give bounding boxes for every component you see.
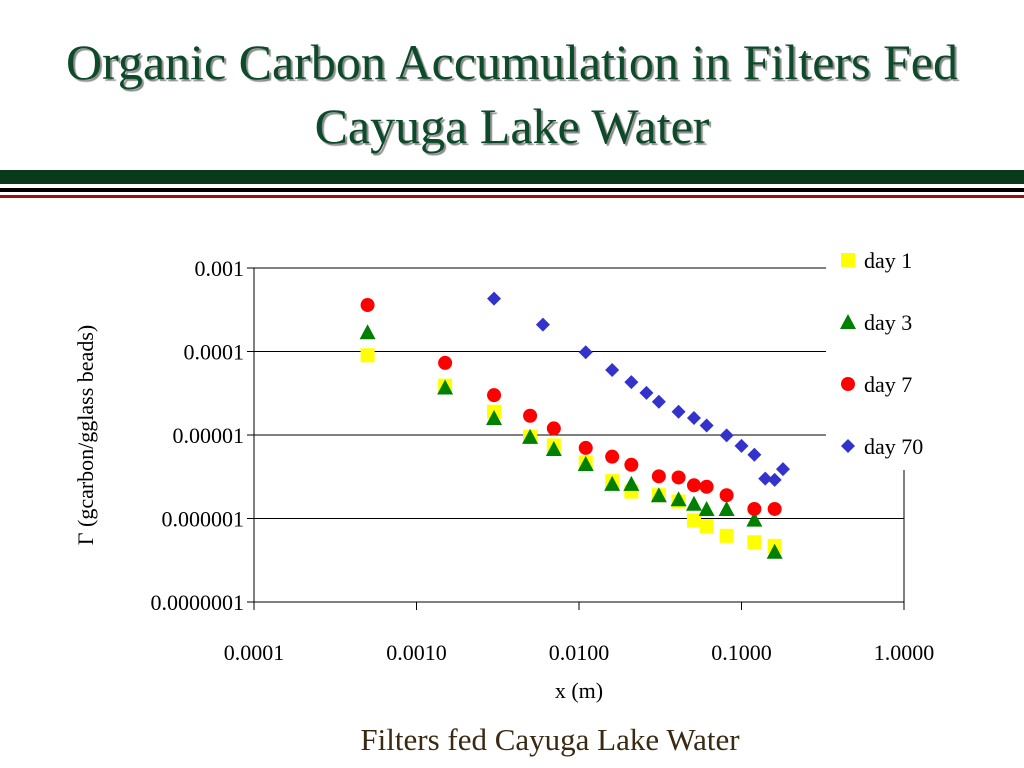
- data-point: [699, 418, 714, 433]
- data-point: [747, 535, 762, 550]
- data-point: [699, 479, 714, 494]
- y-tick-label: 0.001: [195, 256, 245, 281]
- y-tick-labels: 0.001 0.0001 0.00001 0.000001 0.0000001: [151, 256, 254, 615]
- data-point: [522, 428, 539, 444]
- data-points: [359, 291, 790, 559]
- x-tick-label: 1.0000: [874, 640, 935, 665]
- data-point: [746, 511, 763, 527]
- data-point: [651, 394, 666, 409]
- series-day-3: [359, 324, 783, 559]
- data-point: [486, 409, 503, 425]
- data-point: [650, 487, 667, 503]
- data-point: [545, 440, 562, 456]
- data-point: [651, 469, 666, 484]
- legend-item: day 3: [840, 310, 912, 335]
- data-point: [747, 501, 762, 516]
- data-point: [578, 440, 593, 455]
- gridlines: [254, 267, 904, 603]
- title-rule-green: [0, 170, 1024, 184]
- legend-label: day 3: [864, 310, 912, 335]
- y-axis-title: Γ (gcarbon/gglass beads): [73, 325, 98, 545]
- y-tick-label: 0.00001: [173, 423, 245, 448]
- data-point: [360, 348, 375, 363]
- x-tick-labels: 0.0001 0.0010 0.0100 0.1000 1.0000: [224, 602, 935, 665]
- title-rule-black: [0, 188, 1024, 192]
- legend-marker: [841, 377, 855, 391]
- legend-label: day 1: [864, 248, 912, 273]
- data-point: [719, 528, 734, 543]
- x-tick-label: 0.0010: [386, 640, 447, 665]
- data-point: [624, 375, 639, 390]
- data-point: [359, 324, 376, 340]
- y-tick-label: 0.000001: [162, 507, 245, 532]
- data-point: [624, 457, 639, 472]
- data-point: [360, 298, 375, 313]
- data-point: [718, 500, 735, 516]
- legend-item: day 7: [841, 372, 912, 397]
- legend-background: [826, 238, 966, 470]
- data-point: [670, 491, 687, 507]
- data-point: [747, 447, 762, 462]
- legend-label: day 7: [864, 372, 912, 397]
- data-point: [767, 472, 782, 487]
- data-point: [438, 355, 453, 370]
- series-day-7: [360, 298, 782, 516]
- data-point: [546, 421, 561, 436]
- y-tick-label: 0.0001: [184, 340, 245, 365]
- data-point: [671, 404, 686, 419]
- legend-item: day 1: [841, 248, 912, 273]
- data-point: [639, 385, 654, 400]
- data-point: [734, 438, 749, 453]
- series-day-70: [487, 291, 790, 487]
- data-point: [671, 470, 686, 485]
- data-point: [523, 408, 538, 423]
- legend-marker: [841, 253, 855, 267]
- data-point: [605, 449, 620, 464]
- data-point: [623, 475, 640, 491]
- data-point: [698, 500, 715, 516]
- slide-title: Organic Carbon Accumulation in Filters F…: [66, 34, 958, 154]
- x-tick-label: 0.0001: [224, 640, 285, 665]
- x-tick-label: 0.0100: [549, 640, 610, 665]
- legend-marker: [841, 439, 855, 453]
- data-point: [604, 475, 621, 491]
- y-tick-label: 0.0000001: [151, 590, 245, 615]
- legend-item: day 70: [841, 434, 923, 459]
- data-point: [577, 455, 594, 471]
- data-point: [535, 317, 550, 332]
- data-point: [487, 291, 502, 306]
- data-point: [578, 345, 593, 360]
- title-rule-gap: [0, 184, 1024, 188]
- data-point: [699, 519, 714, 534]
- data-point: [775, 462, 790, 477]
- legend-label: day 70: [864, 434, 923, 459]
- legend-marker: [840, 314, 856, 329]
- data-point: [766, 543, 783, 559]
- data-point: [686, 513, 701, 528]
- title-rule-red: [0, 195, 1024, 198]
- x-tick-label: 0.1000: [711, 640, 772, 665]
- data-point: [487, 388, 502, 403]
- data-point: [767, 501, 782, 516]
- data-point: [437, 379, 454, 395]
- slide-caption: Filters fed Cayuga Lake Water: [360, 722, 740, 757]
- series-day-1: [360, 348, 782, 553]
- data-point: [686, 410, 701, 425]
- data-point: [719, 488, 734, 503]
- data-point: [719, 428, 734, 443]
- data-point: [685, 495, 702, 511]
- x-axis-title: x (m): [555, 678, 603, 703]
- data-point: [758, 471, 773, 486]
- data-point: [605, 363, 620, 378]
- legend: day 1 day 3 day 7 day 70: [826, 238, 966, 470]
- data-point: [686, 478, 701, 493]
